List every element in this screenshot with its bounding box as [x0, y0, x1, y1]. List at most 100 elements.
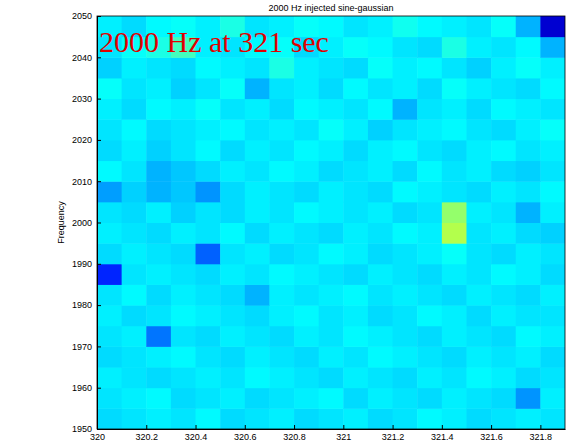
heat-cell [245, 388, 270, 409]
heat-cell [540, 223, 565, 244]
heat-cell [196, 99, 221, 120]
heat-cell [319, 57, 344, 78]
heat-cell [294, 346, 319, 367]
heat-cell [368, 181, 393, 202]
heat-cell [491, 243, 516, 264]
x-tick-mark [146, 425, 147, 429]
heat-cell [97, 408, 122, 429]
y-tick-mark [97, 429, 101, 430]
y-tick: 2000 [72, 218, 101, 228]
x-tick: 321.6 [480, 425, 503, 442]
heat-cell [196, 202, 221, 223]
chart-title: 2000 Hz injected sine-gaussian [268, 3, 393, 13]
heat-cell [466, 78, 491, 99]
heat-cell [417, 388, 442, 409]
y-tick-mark [97, 346, 101, 347]
heat-cell [97, 284, 122, 305]
heat-cell [294, 305, 319, 326]
heat-cell [540, 161, 565, 182]
heat-cell [491, 140, 516, 161]
heat-cell [122, 367, 147, 388]
heat-cell [220, 264, 245, 285]
heat-cell [491, 57, 516, 78]
heat-cell [540, 99, 565, 120]
y-tick-label: 2020 [72, 135, 92, 145]
heat-cell [491, 161, 516, 182]
y-tick-mark [97, 16, 101, 17]
heat-cell [343, 16, 368, 37]
x-tick-label: 320.6 [234, 432, 257, 442]
heat-cell [220, 140, 245, 161]
y-tick-mark [97, 181, 101, 182]
heat-cell [368, 161, 393, 182]
heat-cell [343, 326, 368, 347]
heat-cell [540, 243, 565, 264]
y-tick-label: 1970 [72, 342, 92, 352]
x-axis-line [98, 429, 566, 430]
heat-cell [393, 57, 418, 78]
heat-cell [343, 161, 368, 182]
heat-cell [368, 388, 393, 409]
y-tick-label: 2000 [72, 218, 92, 228]
heat-cell [294, 243, 319, 264]
heat-cell [245, 99, 270, 120]
heat-cell [220, 346, 245, 367]
heat-cell [146, 99, 171, 120]
heat-cell [368, 119, 393, 140]
heat-cell [466, 202, 491, 223]
heat-cell [294, 284, 319, 305]
heat-cell [343, 57, 368, 78]
heat-cell [516, 346, 541, 367]
heat-cell [491, 367, 516, 388]
heat-cell [540, 305, 565, 326]
x-tick-label: 321 [336, 432, 351, 442]
heat-cell [516, 78, 541, 99]
heat-cell [368, 243, 393, 264]
heat-cell [269, 99, 294, 120]
x-tick: 321.4 [431, 425, 454, 442]
heat-cell [442, 326, 467, 347]
y-tick-mark [97, 223, 101, 224]
heat-cell [442, 367, 467, 388]
heat-cell [343, 346, 368, 367]
heat-cell [269, 78, 294, 99]
heat-cell [343, 388, 368, 409]
heat-cell [393, 305, 418, 326]
x-tick-mark [442, 425, 443, 429]
heat-cell [269, 57, 294, 78]
heat-cell [122, 223, 147, 244]
heat-cell [220, 119, 245, 140]
heat-cell [319, 161, 344, 182]
heat-cell [245, 284, 270, 305]
heat-cell [294, 119, 319, 140]
heat-cell [220, 367, 245, 388]
heat-cell [245, 305, 270, 326]
heat-cell [122, 57, 147, 78]
heat-cell [122, 161, 147, 182]
heat-cell [491, 16, 516, 37]
heat-cell [171, 181, 196, 202]
y-tick-label: 2010 [72, 177, 92, 187]
heat-cell [97, 161, 122, 182]
heat-cell [245, 326, 270, 347]
heat-cell [516, 202, 541, 223]
heat-cell [540, 388, 565, 409]
heat-cell [220, 57, 245, 78]
heat-cell [146, 346, 171, 367]
heat-cell [294, 326, 319, 347]
heat-cell [196, 243, 221, 264]
heat-cell [220, 181, 245, 202]
heat-cell [146, 264, 171, 285]
heat-cell [466, 305, 491, 326]
y-tick-mark [97, 264, 101, 265]
heat-cell [442, 181, 467, 202]
heat-cell [368, 16, 393, 37]
heat-cell [220, 223, 245, 244]
heat-cell [220, 161, 245, 182]
heat-cell [294, 367, 319, 388]
heat-cell [269, 181, 294, 202]
heat-cell [491, 99, 516, 120]
y-tick: 1950 [72, 424, 101, 434]
heat-cell [516, 408, 541, 429]
y-tick-mark [97, 140, 101, 141]
